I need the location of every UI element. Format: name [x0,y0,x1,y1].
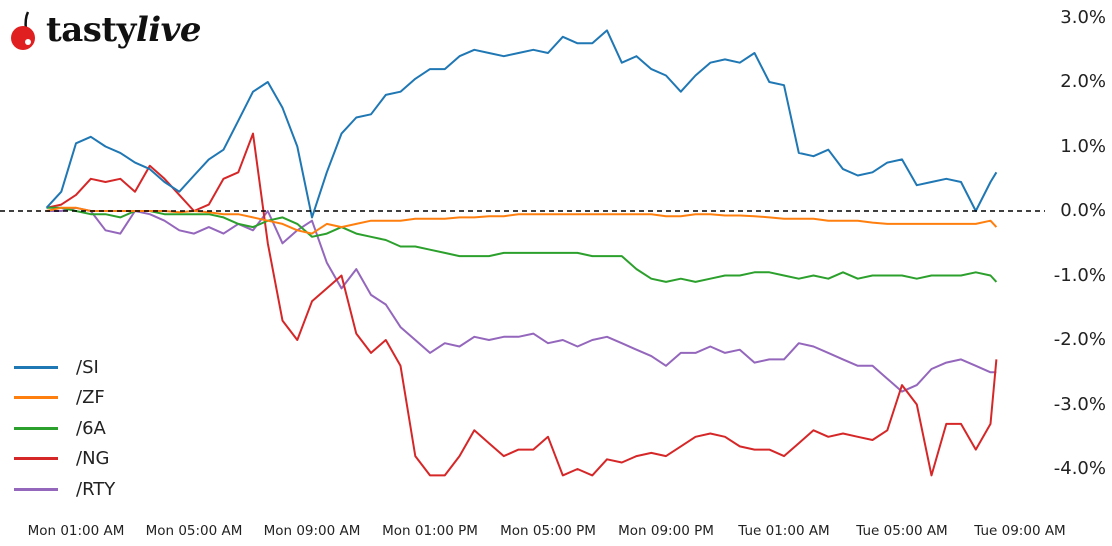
legend-label: /SI [76,356,99,378]
series-line-ng [46,132,998,477]
x-tick-label: Mon 01:00 AM [27,523,125,539]
x-tick-label: Mon 01:00 PM [382,523,478,539]
legend-swatch [14,365,58,369]
legend-swatch [14,487,58,491]
logo-text-live: live [135,10,202,50]
y-tick-label: -2.0% [1053,329,1106,350]
legend-swatch [14,457,58,461]
logo-wordmark: tastylive [46,6,202,54]
legend-label: /ZF [76,387,105,409]
x-tick-label: Mon 05:00 AM [145,523,243,539]
legend-swatch [14,426,58,430]
x-tick-label: Tue 09:00 AM [974,523,1066,539]
series-line-6a [46,206,998,283]
series-lines [45,29,998,477]
y-tick-label: -4.0% [1053,458,1106,479]
x-tick-label: Tue 01:00 AM [738,523,830,539]
legend-item: /ZF [14,383,115,414]
series-line-zf [46,206,998,235]
y-tick-label: 0.0% [1060,200,1106,221]
legend-swatch [14,396,58,400]
y-tick-label: -3.0% [1053,393,1106,415]
series-line-si [45,29,998,219]
legend-item: /RTY [14,474,115,505]
logo-text-tasty: tasty [46,10,136,50]
x-tick-label: Tue 05:00 AM [856,523,948,539]
legend-item: /NG [14,444,115,475]
cherry-icon [11,11,35,50]
x-tick-label: Mon 05:00 PM [500,523,596,539]
legend-label: /NG [76,448,110,470]
series-line-rty [46,206,997,393]
tastylive-logo: tastylive [8,6,258,54]
y-tick-label: 3.0% [1060,6,1106,28]
x-tick-label: Mon 09:00 PM [618,523,714,539]
legend-label: /RTY [76,478,116,500]
legend-label: /6A [76,417,106,439]
x-tick-label: Mon 09:00 AM [263,523,361,539]
y-tick-label: 2.0% [1060,71,1106,92]
legend-item: /SI [14,352,115,383]
y-tick-label: -1.0% [1053,264,1106,286]
legend-item: /6A [14,413,115,444]
y-tick-label: 1.0% [1060,135,1106,157]
legend: /SI/ZF/6A/NG/RTY [14,352,115,505]
